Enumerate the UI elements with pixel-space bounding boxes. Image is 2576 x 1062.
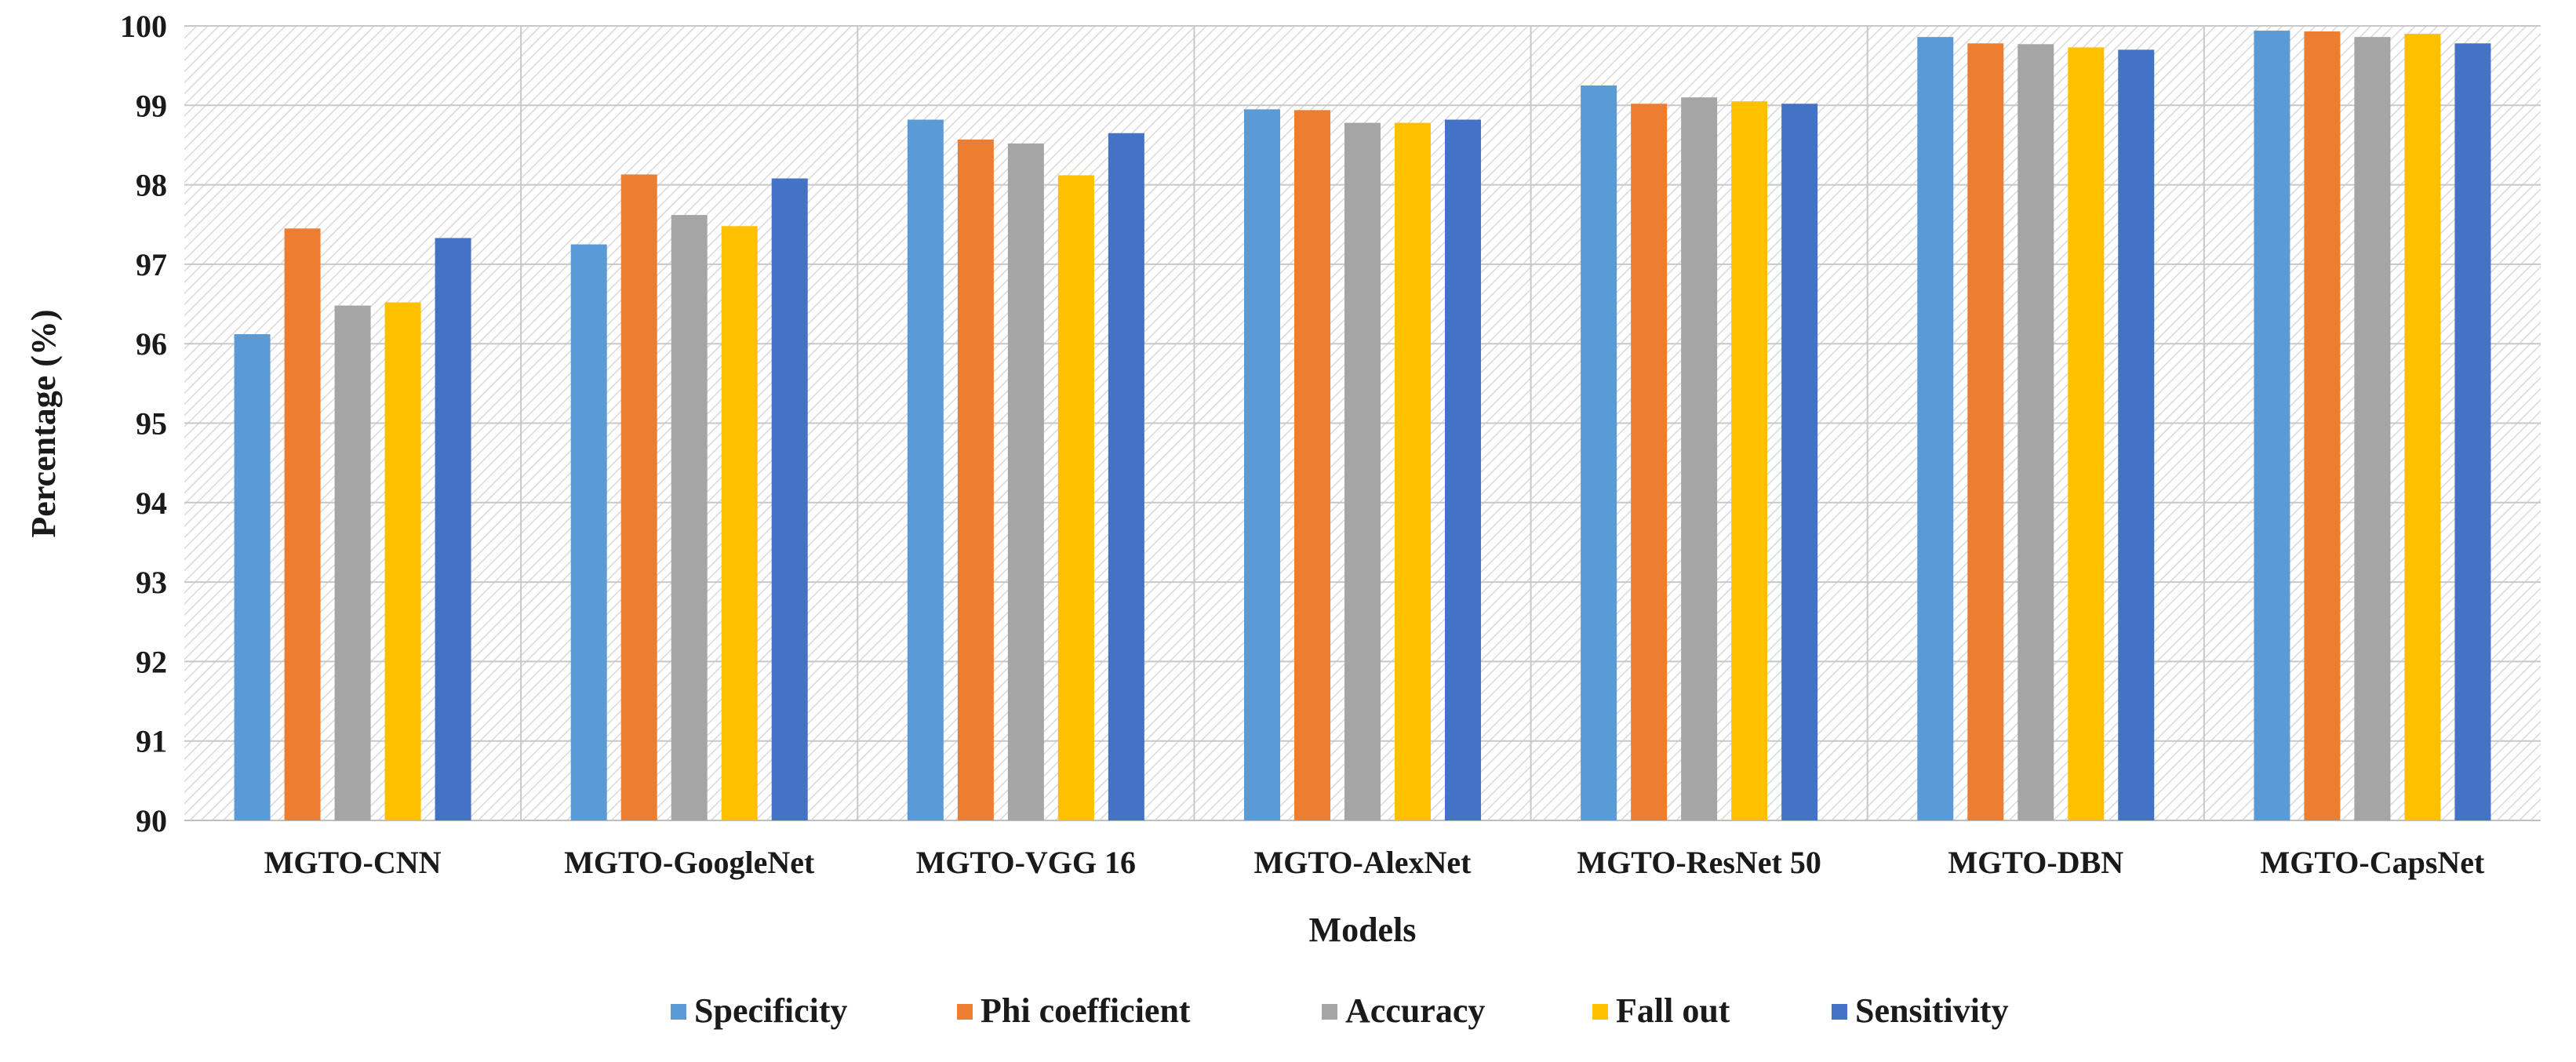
legend: Specificity Phi coefficient Accuracy Fall o… [671, 991, 2009, 1030]
legend-swatch [1832, 1004, 1847, 1020]
y-tick-label: 95 [136, 406, 167, 442]
y-axis-title: Percentage (%) [24, 309, 63, 537]
bar-accuracy [2018, 44, 2054, 820]
y-tick-label: 99 [136, 88, 167, 123]
x-tick-label: MGTO-VGG 16 [916, 845, 1136, 880]
bar-fall-out [721, 226, 758, 820]
bar-fall-out [1731, 101, 1768, 821]
legend-swatch [957, 1004, 973, 1020]
bar-sensitivity [2118, 49, 2155, 820]
y-tick-label: 94 [136, 486, 167, 521]
bar-accuracy [334, 305, 371, 820]
bar-accuracy [1681, 97, 1718, 821]
y-tick-label: 96 [136, 326, 167, 362]
bar-specificity [1581, 85, 1617, 821]
bar-phi-coefficient [284, 228, 321, 820]
legend-swatch [1592, 1004, 1608, 1020]
x-tick-label: MGTO-ResNet 50 [1577, 845, 1821, 880]
legend-label: Fall out [1616, 991, 1730, 1030]
bar-sensitivity [435, 238, 471, 820]
bar-sensitivity [1445, 119, 1481, 820]
y-tick-label: 92 [136, 644, 167, 679]
bar-phi-coefficient [957, 139, 994, 820]
x-tick-label: MGTO-CapsNet [2260, 845, 2485, 880]
bar-phi-coefficient [1294, 110, 1330, 821]
x-tick-label: MGTO-AlexNet [1254, 845, 1472, 880]
bar-specificity [907, 119, 944, 820]
bar-fall-out [1395, 122, 1431, 820]
bar-fall-out [2068, 47, 2105, 820]
bar-phi-coefficient [1631, 104, 1668, 821]
bar-fall-out [1057, 175, 1094, 821]
y-tick-label: 97 [136, 247, 167, 282]
legend-label: Phi coefficient [981, 991, 1191, 1030]
bar-accuracy [671, 215, 708, 820]
legend-swatch [1322, 1004, 1337, 1020]
y-tick-label: 91 [136, 724, 167, 759]
bar-phi-coefficient [620, 174, 657, 820]
bar-sensitivity [1781, 104, 1818, 821]
bar-specificity [234, 334, 271, 820]
bar-phi-coefficient [2304, 31, 2341, 820]
legend-label: Accuracy [1345, 991, 1485, 1030]
x-tick-label: MGTO-CNN [264, 845, 442, 880]
x-axis-title: Models [1309, 911, 1417, 949]
y-tick-label: 93 [136, 565, 167, 600]
bar-fall-out [2404, 34, 2441, 820]
y-tick-label: 100 [120, 9, 167, 44]
legend-label: Specificity [694, 991, 848, 1030]
x-tick-label: MGTO-DBN [1948, 845, 2123, 880]
bar-sensitivity [2454, 43, 2491, 820]
legend-swatch [671, 1004, 686, 1020]
bar-specificity [1244, 109, 1280, 821]
bar-accuracy [2354, 37, 2391, 820]
bar-sensitivity [771, 178, 808, 821]
x-tick-label: MGTO-GoogleNet [564, 845, 815, 880]
legend-label: Sensitivity [1855, 991, 2009, 1030]
bar-specificity [2254, 31, 2290, 820]
bar-phi-coefficient [1967, 43, 2004, 820]
bar-specificity [1917, 37, 1954, 820]
y-tick-label: 90 [136, 803, 167, 838]
bar-accuracy [1344, 122, 1381, 820]
bar-accuracy [1007, 143, 1044, 820]
bar-specificity [570, 244, 607, 820]
bar-sensitivity [1108, 133, 1144, 820]
bar-fall-out [384, 302, 421, 820]
y-tick-label: 98 [136, 168, 167, 203]
